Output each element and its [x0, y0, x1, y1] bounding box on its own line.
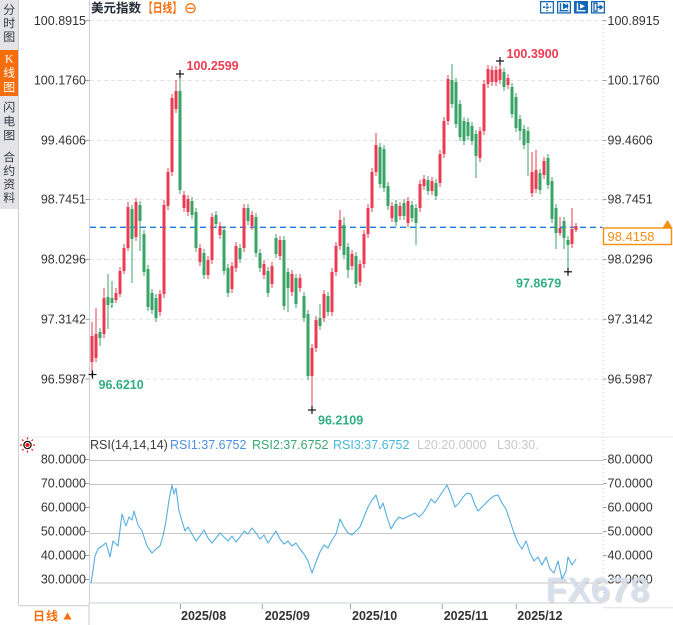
svg-text:FX678: FX678 — [547, 573, 651, 611]
svg-text:96.5987: 96.5987 — [41, 372, 86, 386]
svg-text:100.8915: 100.8915 — [608, 14, 660, 28]
svg-text:2025/10: 2025/10 — [352, 609, 397, 623]
svg-text:99.4606: 99.4606 — [608, 134, 653, 148]
svg-text:RSI(14,14,14): RSI(14,14,14) — [90, 438, 168, 452]
svg-text:60.0000: 60.0000 — [608, 501, 653, 515]
svg-text:70.0000: 70.0000 — [41, 477, 86, 491]
svg-text:50.0000: 50.0000 — [41, 525, 86, 539]
svg-text:RSI1:37.6752: RSI1:37.6752 — [170, 438, 246, 452]
svg-text:97.8679: 97.8679 — [516, 277, 561, 291]
svg-text:96.6210: 96.6210 — [99, 378, 144, 392]
svg-text:80.0000: 80.0000 — [41, 453, 86, 467]
svg-text:L30:30.: L30:30. — [497, 438, 539, 452]
svg-text:97.3142: 97.3142 — [608, 313, 653, 327]
svg-text:98.0296: 98.0296 — [41, 253, 86, 267]
svg-text:40.0000: 40.0000 — [608, 549, 653, 563]
svg-text:2025/12: 2025/12 — [517, 609, 562, 623]
svg-text:RSI2:37.6752: RSI2:37.6752 — [252, 438, 328, 452]
svg-text:99.4606: 99.4606 — [41, 134, 86, 148]
svg-text:40.0000: 40.0000 — [41, 549, 86, 563]
svg-text:RSI3:37.6752: RSI3:37.6752 — [333, 438, 409, 452]
svg-text:L20:20.0000: L20:20.0000 — [417, 438, 487, 452]
svg-text:30.0000: 30.0000 — [608, 573, 653, 587]
svg-text:100.8915: 100.8915 — [34, 14, 86, 28]
svg-text:2025/11: 2025/11 — [444, 609, 489, 623]
svg-text:98.0296: 98.0296 — [608, 253, 653, 267]
svg-text:100.3900: 100.3900 — [507, 47, 559, 61]
svg-text:96.5987: 96.5987 — [608, 372, 653, 386]
svg-text:96.2109: 96.2109 — [318, 414, 363, 428]
svg-text:60.0000: 60.0000 — [41, 501, 86, 515]
svg-text:98.4158: 98.4158 — [608, 229, 655, 244]
svg-text:2025/08: 2025/08 — [181, 609, 226, 623]
svg-text:30.0000: 30.0000 — [41, 573, 86, 587]
svg-text:100.1760: 100.1760 — [34, 74, 86, 88]
svg-text:100.1760: 100.1760 — [608, 74, 660, 88]
svg-text:2025/09: 2025/09 — [265, 609, 310, 623]
svg-text:100.2599: 100.2599 — [187, 59, 239, 73]
svg-text:80.0000: 80.0000 — [608, 453, 653, 467]
svg-text:97.3142: 97.3142 — [41, 313, 86, 327]
svg-text:98.7451: 98.7451 — [608, 193, 653, 207]
svg-text:50.0000: 50.0000 — [608, 525, 653, 539]
svg-text:70.0000: 70.0000 — [608, 477, 653, 491]
svg-text:K: K — [5, 52, 14, 66]
svg-text:98.7451: 98.7451 — [41, 193, 86, 207]
